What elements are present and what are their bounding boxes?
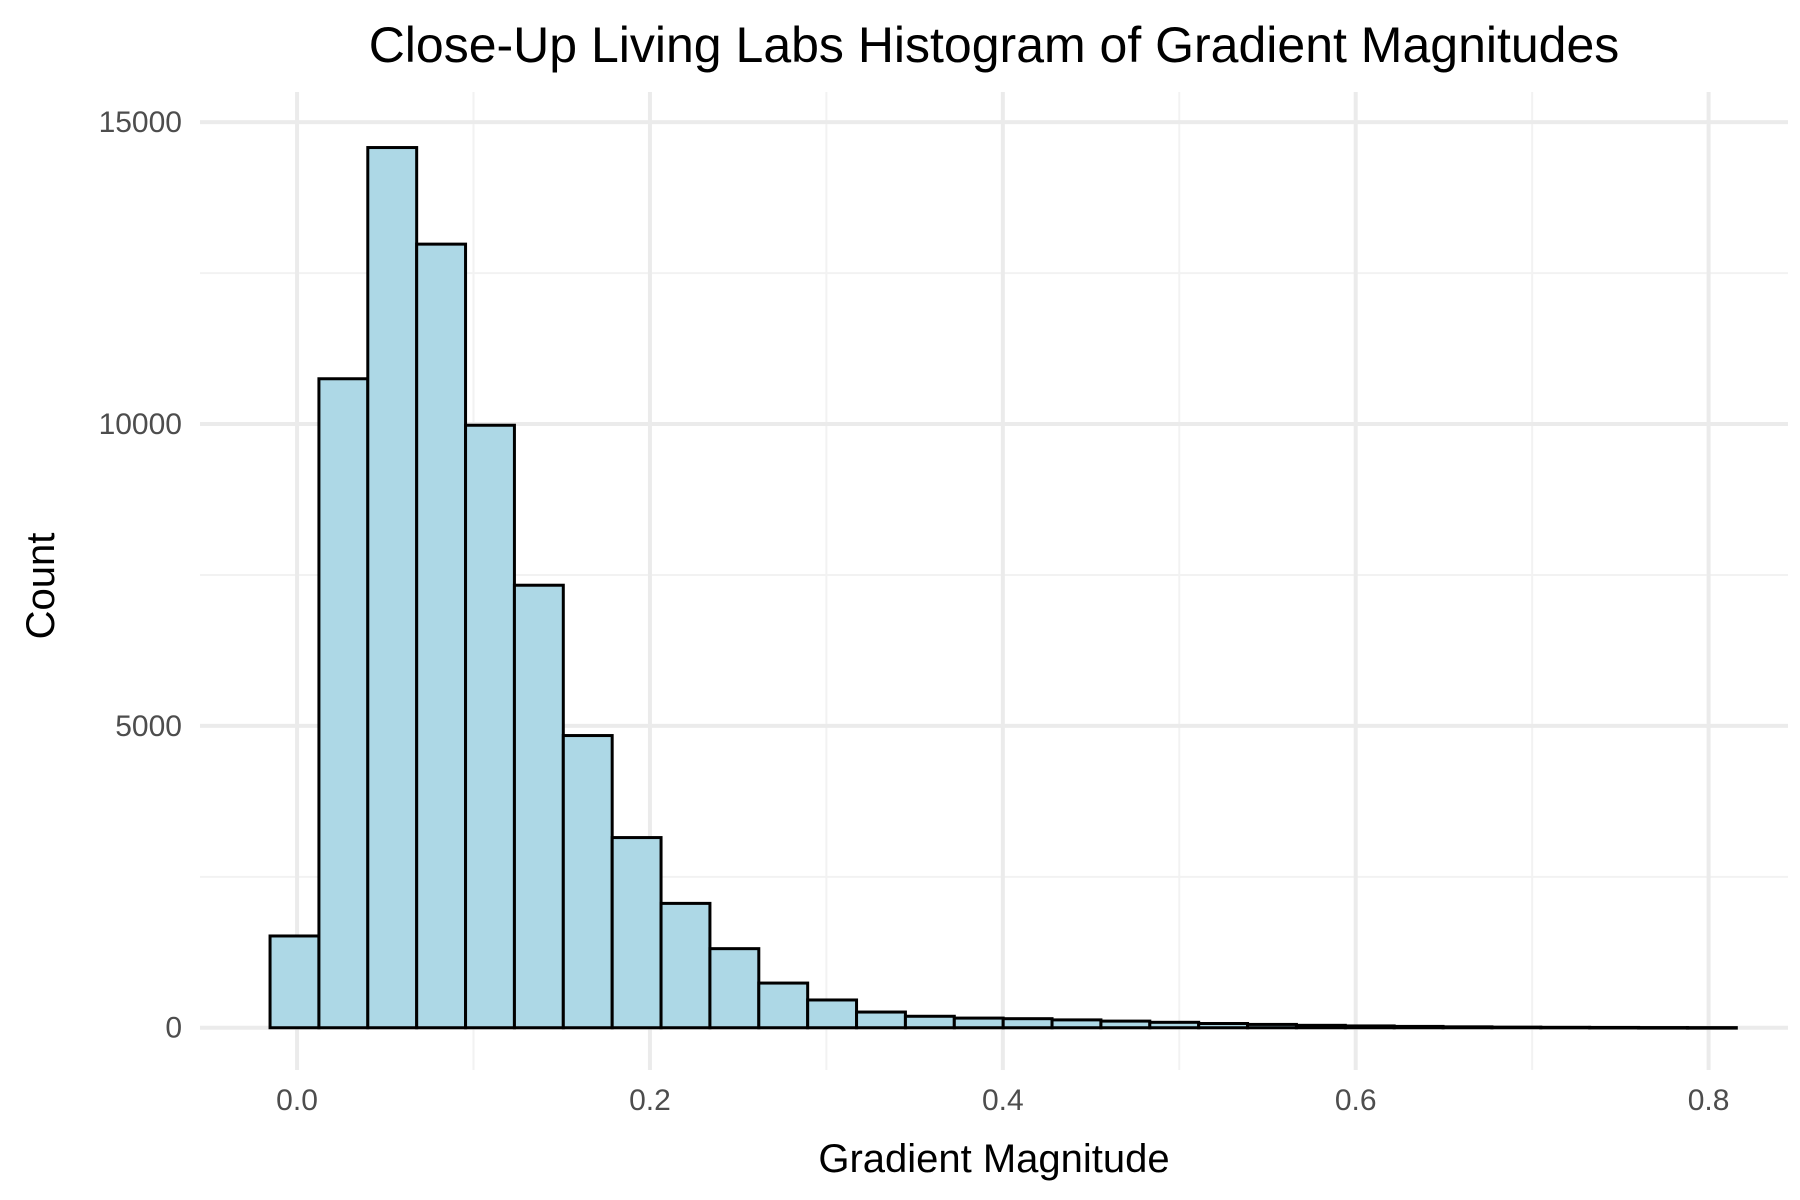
y-tick-label: 10000 — [99, 408, 182, 441]
histogram-bar — [1490, 1025, 1543, 1030]
histogram-bar — [708, 947, 761, 1030]
histogram-bar — [1246, 1022, 1298, 1030]
x-axis-title: Gradient Magnitude — [818, 1137, 1169, 1181]
histogram-bar — [1637, 1026, 1689, 1030]
histogram-bar — [317, 377, 370, 1030]
histogram-bar — [1685, 1026, 1738, 1030]
histogram-bar — [1197, 1022, 1250, 1030]
histogram-bar — [1001, 1017, 1054, 1030]
histogram-bar — [1392, 1024, 1445, 1030]
histogram-bar — [1441, 1025, 1494, 1030]
histogram-bar — [1050, 1018, 1103, 1030]
histogram-bar — [1294, 1023, 1347, 1030]
y-axis-title: Count — [19, 533, 63, 640]
y-axis-tick-labels: 0 5000 10000 15000 — [99, 106, 182, 1045]
histogram-bar — [1343, 1024, 1396, 1030]
histogram-bar — [1099, 1019, 1152, 1030]
histogram-bar — [366, 146, 419, 1030]
histogram-bar — [903, 1014, 956, 1030]
x-axis-tick-labels: 0.0 0.2 0.4 0.6 0.8 — [276, 1084, 1729, 1117]
chart-title: Close-Up Living Labs Histogram of Gradie… — [369, 17, 1620, 73]
x-tick-label: 0.4 — [982, 1084, 1024, 1117]
histogram-bar — [1588, 1025, 1641, 1030]
x-tick-label: 0.6 — [1335, 1084, 1377, 1117]
histogram-bar — [757, 981, 810, 1030]
y-tick-label: 15000 — [99, 106, 182, 139]
histogram-bar — [659, 901, 712, 1030]
histogram-bar — [610, 836, 663, 1030]
y-tick-label: 5000 — [115, 710, 182, 743]
histogram-bar — [268, 934, 321, 1030]
histogram-bar — [1539, 1025, 1592, 1030]
x-tick-label: 0.2 — [629, 1084, 671, 1117]
y-tick-label: 0 — [165, 1012, 182, 1045]
histogram-bars — [268, 146, 1738, 1030]
x-tick-label: 0.0 — [276, 1084, 318, 1117]
histogram-bar — [952, 1016, 1005, 1030]
histogram-bar — [415, 242, 468, 1030]
histogram-bar — [512, 583, 565, 1030]
histogram-bar — [1148, 1020, 1201, 1030]
histogram-bar — [561, 734, 614, 1030]
histogram-bar — [464, 423, 516, 1030]
histogram-bar — [855, 1010, 907, 1030]
histogram-bar — [806, 998, 859, 1030]
x-tick-label: 0.8 — [1688, 1084, 1730, 1117]
